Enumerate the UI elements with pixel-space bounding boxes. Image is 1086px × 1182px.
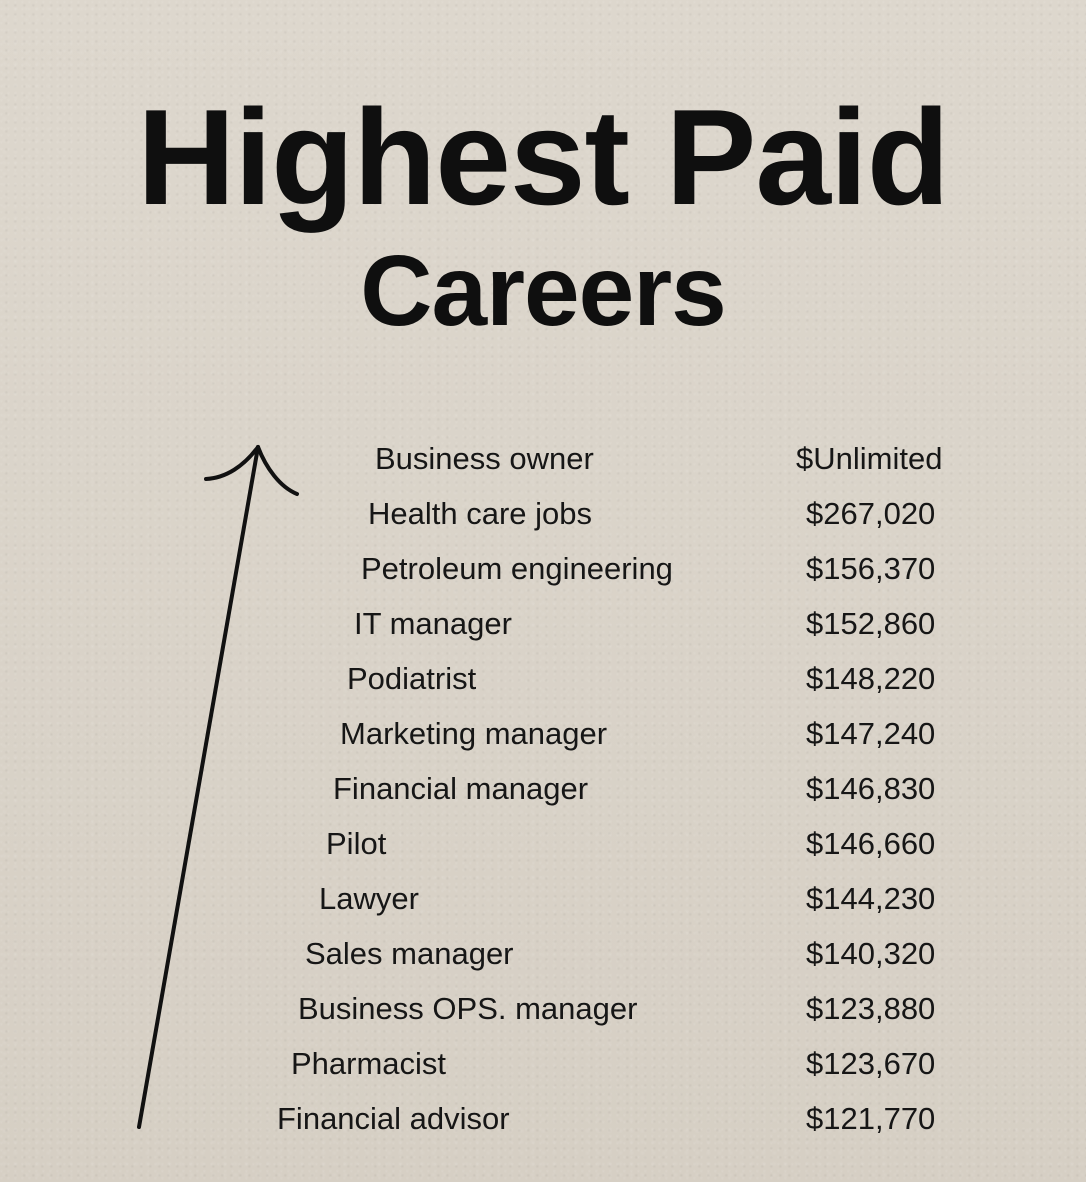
career-name: Lawyer (319, 881, 419, 916)
career-name: Financial advisor (277, 1101, 510, 1136)
career-name: Pilot (326, 826, 387, 861)
career-name: Health care jobs (368, 496, 593, 531)
career-name: Podiatrist (347, 661, 477, 696)
career-salary: $123,880 (806, 991, 936, 1026)
career-name: Business owner (375, 441, 594, 476)
career-name: Business OPS. manager (298, 991, 638, 1026)
career-salary: $121,770 (806, 1101, 936, 1136)
title-line-2: Careers (360, 235, 727, 347)
career-salary: $148,220 (806, 661, 936, 696)
career-name: Petroleum engineering (361, 551, 673, 586)
career-salary: $Unlimited (796, 441, 943, 476)
career-salary: $146,660 (806, 826, 936, 861)
career-salary: $152,860 (806, 606, 936, 641)
career-salary: $267,020 (806, 496, 936, 531)
career-name: Financial manager (333, 771, 589, 806)
career-name: Marketing manager (340, 716, 608, 751)
career-name: Pharmacist (291, 1046, 447, 1081)
career-salary: $147,240 (806, 716, 936, 751)
career-salary: $123,670 (806, 1046, 936, 1081)
career-salary: $146,830 (806, 771, 936, 806)
career-salary: $144,230 (806, 881, 936, 916)
career-name: Sales manager (305, 936, 514, 971)
career-salary: $140,320 (806, 936, 936, 971)
career-salary: $156,370 (806, 551, 936, 586)
career-name: IT manager (354, 606, 512, 641)
title-line-1: Highest Paid (137, 81, 950, 233)
